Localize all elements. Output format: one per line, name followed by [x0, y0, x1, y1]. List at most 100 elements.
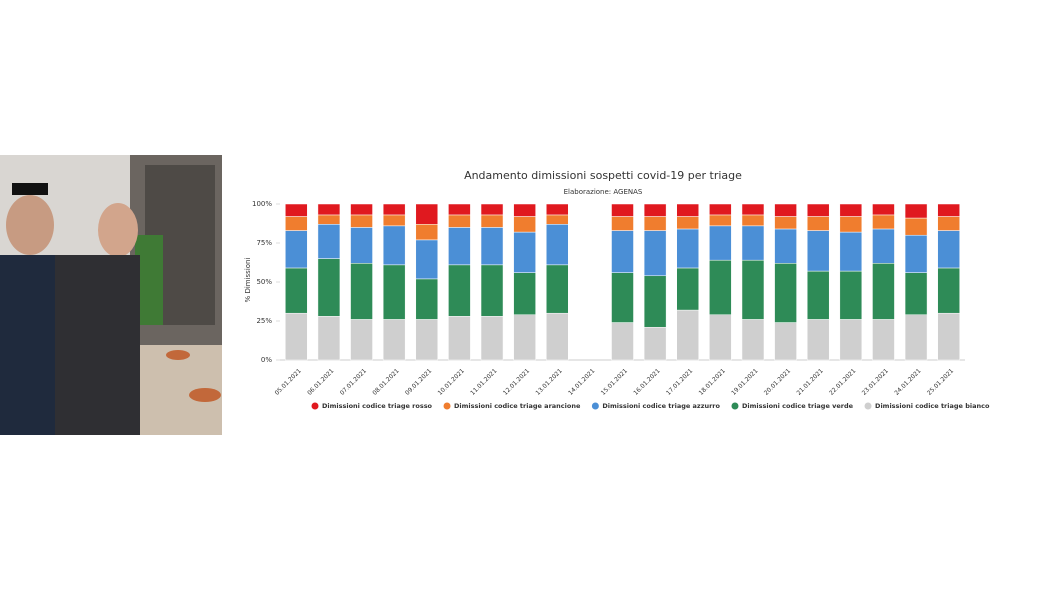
legend-marker — [591, 402, 599, 410]
bar-segment — [382, 319, 406, 361]
y-tick-label: 0% — [261, 356, 272, 364]
bar-segment — [415, 319, 439, 361]
bar-segment — [643, 326, 667, 361]
bar-segment — [937, 230, 960, 269]
bar-segment — [513, 314, 536, 361]
bar-segment — [643, 230, 667, 277]
bar-segment — [839, 270, 863, 320]
bar-segment — [382, 225, 406, 266]
bar-segment — [350, 227, 373, 264]
bar-segment — [480, 227, 504, 266]
x-tick-label: 16.01.2021 — [632, 367, 661, 396]
bar-segment — [448, 203, 471, 216]
bar-segment — [676, 309, 699, 361]
candle — [166, 350, 190, 360]
legend-label: Dimissioni codice triage arancione — [454, 402, 581, 410]
bar-segment — [382, 264, 406, 320]
bar-segment — [937, 312, 960, 361]
bar-segment — [872, 319, 895, 361]
bar-segment — [839, 319, 863, 361]
bar-segment — [448, 227, 471, 266]
bar-segment — [676, 267, 699, 311]
bar-segment — [546, 224, 569, 266]
bar-segment — [676, 203, 699, 217]
bar-segment — [774, 263, 797, 323]
legend-marker — [443, 402, 451, 410]
bar-segment — [904, 203, 928, 219]
bar-segment — [513, 231, 536, 273]
x-tick-label: 08.01.2021 — [371, 367, 400, 396]
bar-segment — [937, 203, 960, 217]
bar-segment — [839, 216, 863, 233]
bar-segment — [611, 216, 634, 231]
bar-segment — [285, 267, 308, 314]
coat — [55, 255, 140, 435]
bar-segment — [709, 225, 732, 261]
bar-segment — [709, 259, 732, 316]
bar-segment — [611, 322, 634, 361]
y-tick-label: 75% — [256, 239, 272, 247]
y-tick-label: 100% — [252, 200, 272, 208]
bar-segment — [839, 231, 863, 272]
bar-segment — [382, 214, 406, 227]
bar-segment — [937, 267, 960, 314]
bar-segment — [872, 228, 895, 264]
bar-segment — [480, 316, 504, 361]
bar-segment — [480, 203, 504, 216]
bar-segment — [741, 225, 765, 261]
bar-segment — [806, 216, 830, 231]
legend-marker — [311, 402, 319, 410]
x-tick-label: 25.01.2021 — [926, 367, 955, 396]
bar-segment — [317, 214, 341, 225]
face — [6, 195, 54, 255]
bar-segment — [513, 203, 536, 217]
bar-segment — [611, 230, 634, 273]
bar-segment — [774, 228, 797, 264]
bar-segment — [774, 203, 797, 217]
x-tick-label: 24.01.2021 — [893, 367, 922, 396]
bar-segment — [709, 314, 732, 361]
x-tick-label: 23.01.2021 — [861, 367, 890, 396]
bar-segment — [415, 203, 439, 225]
x-tick-label: 20.01.2021 — [763, 367, 792, 396]
bar-segment — [806, 319, 830, 361]
chart-subtitle: Elaborazione: AGENAS — [564, 188, 643, 196]
legend-marker — [731, 402, 739, 410]
legend-marker — [864, 402, 872, 410]
legend-label: Dimissioni codice triage bianco — [875, 402, 990, 410]
x-tick-label: 11.01.2021 — [469, 367, 498, 396]
bar-segment — [382, 203, 406, 216]
bar-segment — [317, 224, 341, 259]
bar-segment — [806, 203, 830, 217]
bar-segment — [546, 203, 569, 216]
photo — [0, 155, 222, 435]
bar-segment — [480, 214, 504, 228]
bar-segment — [448, 214, 471, 228]
bar-segment — [872, 214, 895, 230]
bar-segment — [513, 272, 536, 316]
bar-segment — [904, 234, 928, 273]
x-tick-label: 13.01.2021 — [534, 367, 563, 396]
y-tick-label: 50% — [256, 278, 272, 286]
kippah — [12, 183, 48, 195]
x-tick-label: 15.01.2021 — [600, 367, 629, 396]
bar-segment — [806, 270, 830, 320]
bar-segment — [611, 203, 634, 217]
legend-label: Dimissioni codice triage azzurro — [602, 402, 720, 410]
x-tick-label: 18.01.2021 — [698, 367, 727, 396]
bar-segment — [546, 312, 569, 361]
x-tick-label: 21.01.2021 — [795, 367, 824, 396]
bar-segment — [546, 264, 569, 314]
bar-segment — [872, 263, 895, 320]
bar-segment — [546, 214, 569, 225]
bar-segment — [709, 214, 732, 227]
x-tick-label: 22.01.2021 — [828, 367, 857, 396]
bar-segment — [611, 272, 634, 323]
legend-label: Dimissioni codice triage verde — [742, 402, 854, 410]
bar-segment — [350, 319, 373, 361]
bar-segment — [317, 316, 341, 361]
bar-segment — [448, 264, 471, 317]
x-tick-label: 10.01.2021 — [437, 367, 466, 396]
bar-segment — [904, 272, 928, 316]
